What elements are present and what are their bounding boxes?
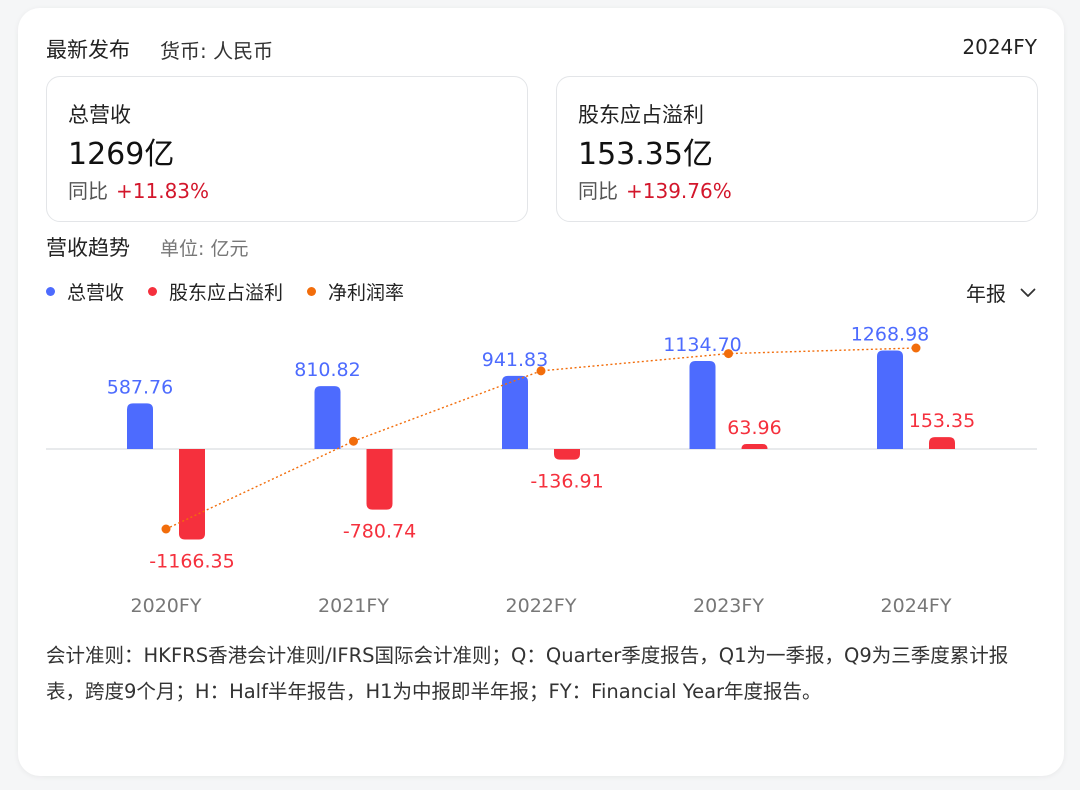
x-tick-label: 2021FY (318, 595, 389, 617)
net-margin-point (724, 349, 733, 359)
yoy-label: 同比 (68, 179, 108, 203)
metric-value: 153.35亿 (578, 137, 713, 172)
profit-bar (929, 437, 955, 449)
report-period-select[interactable]: 年报 (966, 278, 1036, 307)
profit-bar (741, 444, 768, 449)
yoy-label: 同比 (578, 179, 618, 203)
chart-legend: 总营收 股东应占溢利 净利润率 (46, 278, 404, 305)
trend-unit-label: 单位: 亿元 (160, 238, 249, 260)
revenue-trend-chart: 587.76 -1166.35 2020FY 810.82 -780.74 2021FY 9… (46, 324, 1037, 617)
revenue-data-label: 1134.70 (663, 334, 742, 356)
latest-release-title: 最新发布 (46, 38, 130, 62)
net-margin-point (536, 366, 546, 376)
revenue-bar (877, 350, 903, 449)
net-margin-point (349, 436, 358, 446)
legend-dot-icon (148, 287, 158, 296)
revenue-metric-card[interactable]: 总营收 1269亿 同比 +11.83% (46, 76, 528, 222)
legend-label: 净利润率 (328, 282, 405, 304)
legend-label: 总营收 (67, 282, 125, 304)
x-tick-label: 2020FY (131, 595, 202, 617)
report-period-select-label: 年报 (966, 282, 1006, 306)
revenue-bar (314, 386, 341, 449)
legend-dot-icon (307, 287, 317, 296)
net-margin-line (165, 347, 917, 530)
revenue-data-label: 587.76 (107, 376, 173, 398)
metric-yoy: 同比 +11.83% (68, 175, 209, 204)
metric-label: 股东应占溢利 (578, 103, 704, 127)
revenue-bar (127, 403, 153, 449)
yoy-change: +11.83% (116, 179, 210, 203)
net-margin-point (161, 524, 171, 534)
revenue-data-label: 941.83 (482, 349, 548, 371)
legend-item-revenue[interactable]: 总营收 (46, 278, 124, 305)
x-tick-label: 2022FY (506, 595, 577, 617)
metric-yoy: 同比 +139.76% (578, 175, 732, 204)
chevron-down-icon (1020, 288, 1036, 297)
profit-data-label: -780.74 (343, 521, 416, 543)
revenue-bar (502, 375, 528, 449)
legend-item-margin[interactable]: 净利润率 (307, 278, 404, 305)
profit-data-label: 153.35 (909, 410, 975, 432)
x-tick-label: 2023FY (693, 595, 764, 617)
legend-dot-icon (46, 287, 55, 296)
accounting-footnote: 会计准则：HKFRS香港会计准则/IFRS国际会计准则；Q：Quarter季度报… (46, 644, 1009, 703)
currency-label: 货币: 人民币 (160, 39, 274, 63)
report-period: 2024FY (962, 35, 1037, 59)
legend-label: 股东应占溢利 (169, 282, 284, 304)
metric-value: 1269亿 (68, 137, 175, 172)
profit-bar (179, 449, 205, 540)
profit-data-label: -136.91 (530, 471, 603, 493)
yoy-change: +139.76% (626, 179, 732, 203)
revenue-data-label: 810.82 (294, 359, 360, 381)
profit-data-label: 63.96 (727, 417, 781, 439)
profit-bar (554, 449, 580, 460)
trend-section-title: 营收趋势 (46, 236, 130, 260)
net-margin-point (911, 343, 921, 353)
x-tick-label: 2024FY (881, 595, 952, 617)
profit-metric-card[interactable]: 股东应占溢利 153.35亿 同比 +139.76% (556, 76, 1038, 222)
profit-data-label: -1166.35 (149, 551, 234, 573)
metric-label: 总营收 (68, 103, 131, 127)
revenue-data-label: 1268.98 (851, 324, 930, 346)
revenue-bar (689, 360, 716, 449)
legend-item-profit[interactable]: 股东应占溢利 (148, 278, 283, 305)
profit-bar (366, 449, 393, 510)
